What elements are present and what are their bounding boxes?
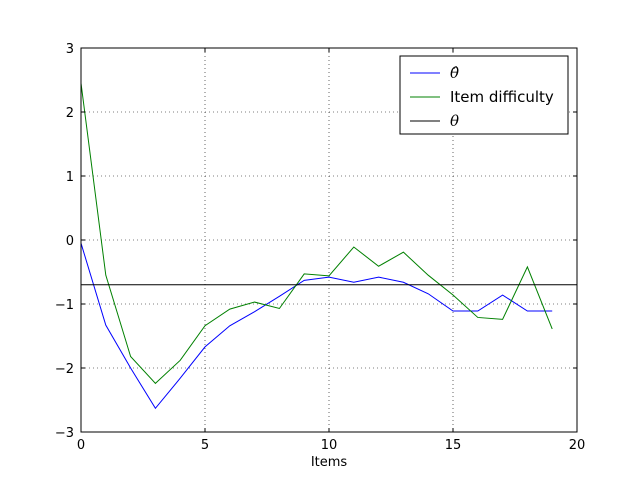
- legend: θ̂ Item difficulty θ: [399, 55, 569, 135]
- y-tick-label: 1: [66, 170, 74, 185]
- x-tick-label: 5: [201, 438, 209, 453]
- legend-label: θ: [450, 112, 459, 130]
- y-tick-label: −1: [55, 298, 74, 313]
- y-tick-label: 0: [66, 234, 74, 249]
- y-tick-label: 2: [66, 106, 74, 121]
- axis-ticks: 0 5 10 15 20 −3 −2 −1 0 1 2 3: [55, 42, 585, 453]
- x-tick-label: 20: [569, 438, 586, 453]
- legend-label: Item difficulty: [450, 88, 554, 106]
- x-axis-label: Items: [311, 455, 348, 470]
- y-tick-label: 3: [66, 42, 74, 57]
- x-tick-label: 0: [77, 438, 85, 453]
- series-lines: [80, 83, 577, 410]
- series-line-0: [80, 243, 553, 410]
- series-line-1: [80, 83, 553, 385]
- legend-label: θ̂: [450, 64, 459, 82]
- x-tick-label: 10: [321, 438, 338, 453]
- y-tick-label: −2: [55, 362, 74, 377]
- x-tick-label: 15: [445, 438, 462, 453]
- y-tick-label: −3: [55, 426, 74, 441]
